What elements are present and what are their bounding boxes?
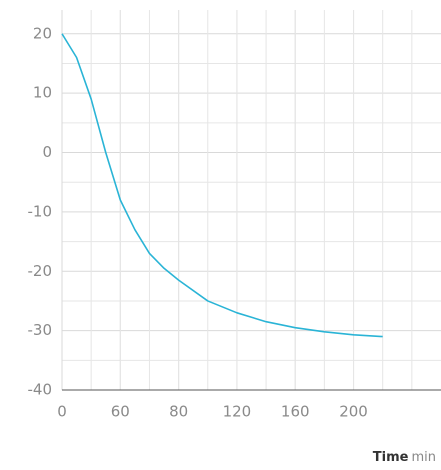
y-tick-label: -30	[28, 321, 53, 339]
y-tick-label: 10	[33, 84, 52, 102]
y-tick-label: 20	[33, 24, 52, 42]
x-axis-unit: min	[411, 450, 436, 465]
y-tick-label: 0	[42, 143, 52, 161]
x-axis-title: Time min	[373, 450, 436, 465]
x-tick-label: 0	[57, 403, 67, 421]
y-tick-label: -40	[28, 381, 53, 399]
x-axis-label: Time	[373, 450, 409, 465]
x-tick-label: 60	[111, 403, 130, 421]
x-tick-label: 80	[169, 403, 188, 421]
x-tick-label: 200	[339, 403, 368, 421]
x-tick-label: 120	[223, 403, 252, 421]
line-series	[61, 33, 383, 338]
x-tick-label: 160	[281, 403, 310, 421]
y-tick-label: -20	[28, 262, 53, 280]
y-tick-label: -10	[28, 202, 53, 220]
